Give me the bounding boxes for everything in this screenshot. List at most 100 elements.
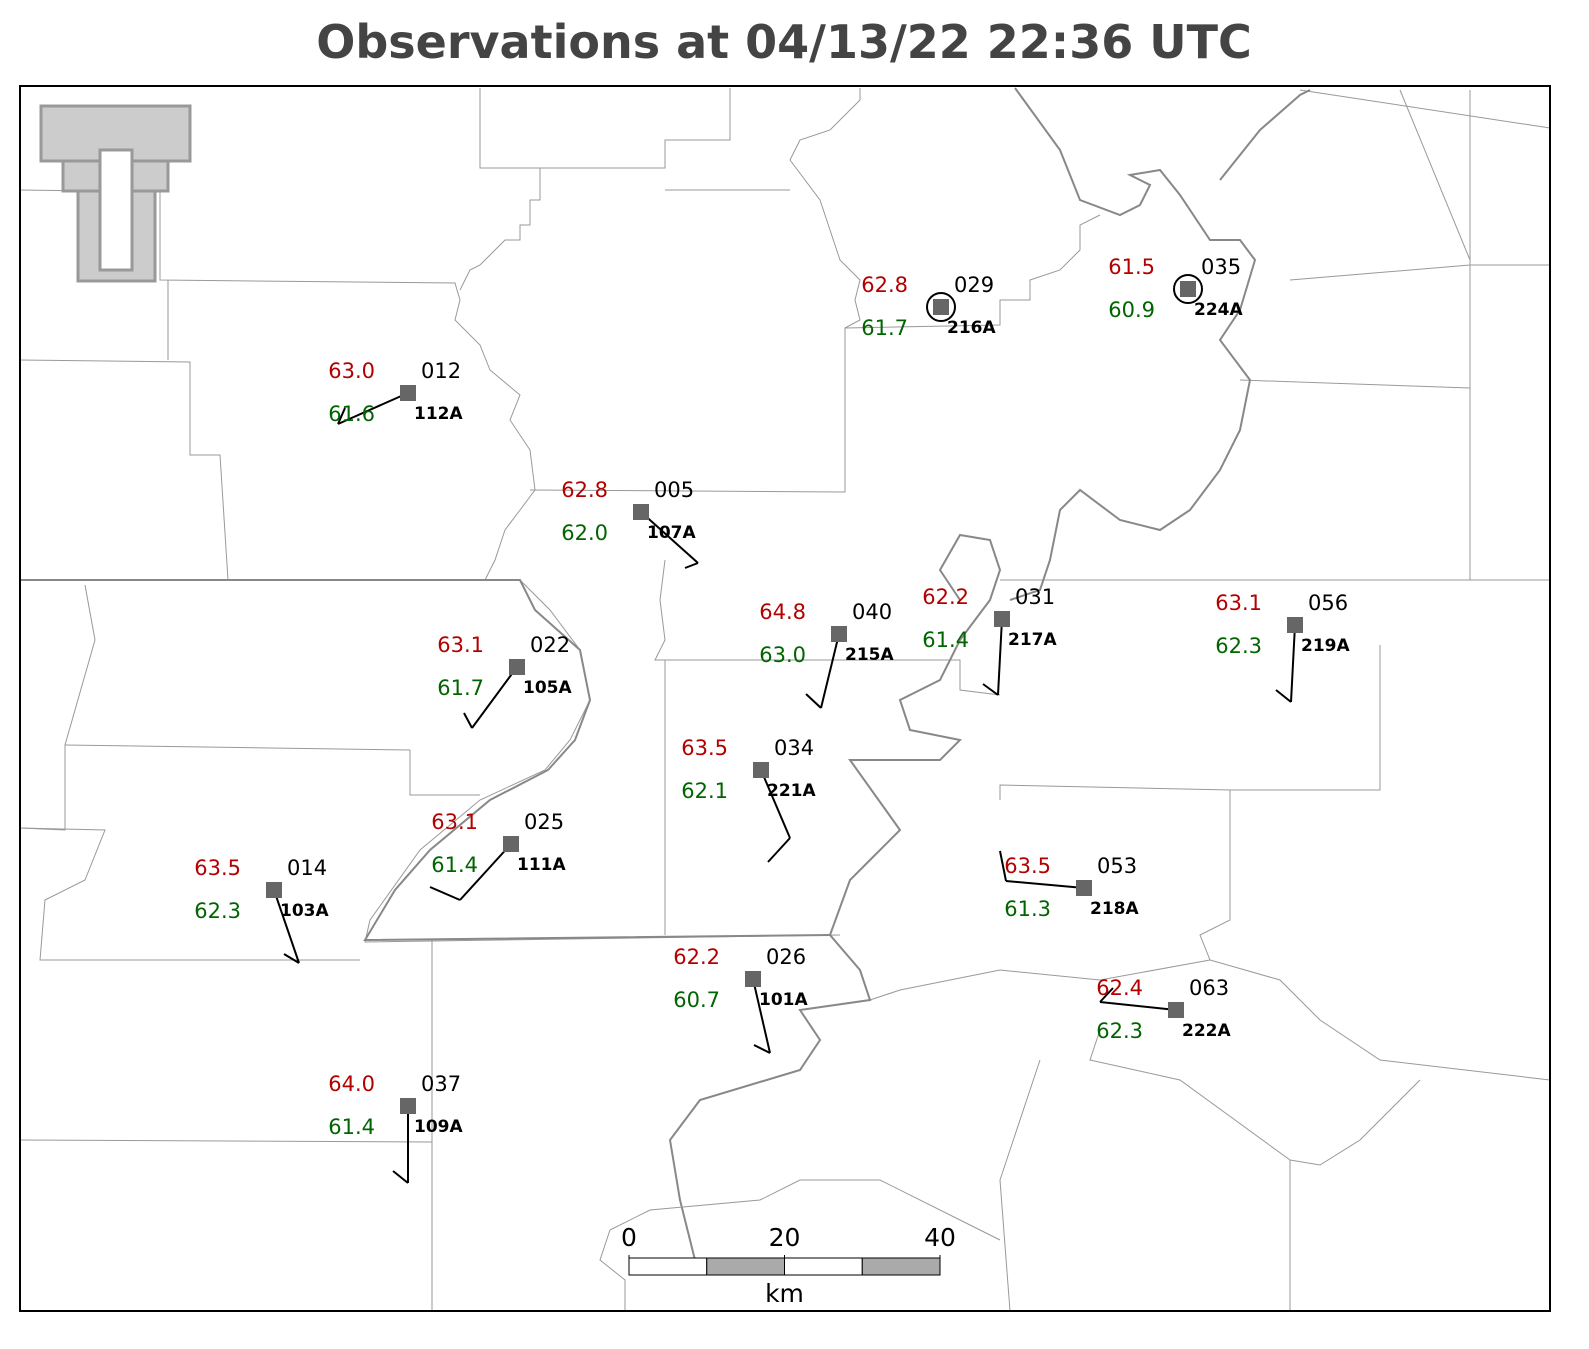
- wind-barb-tick: [392, 1170, 409, 1184]
- station-label: 105A: [523, 678, 572, 698]
- wind-barb: [752, 978, 771, 1054]
- scale-segment: [706, 1257, 785, 1276]
- station-label: 111A: [517, 855, 566, 875]
- wind-barb: [471, 666, 518, 729]
- temperature: 63.5: [1004, 854, 1051, 878]
- station-marker: [1287, 617, 1303, 633]
- wind-barb-tick: [982, 683, 999, 696]
- wind-barb-tick: [684, 562, 699, 569]
- dewpoint: 62.0: [561, 521, 608, 545]
- station-marker: [633, 504, 649, 520]
- station-marker: [1076, 880, 1092, 896]
- dewpoint: 61.4: [328, 1115, 375, 1139]
- scale-tick-label: 0: [621, 1223, 637, 1252]
- temperature: 64.0: [328, 1072, 375, 1096]
- station-id: 031: [1015, 585, 1055, 609]
- temperature: 62.2: [922, 585, 969, 609]
- temperature: 62.8: [861, 273, 908, 297]
- station-id: 034: [774, 736, 814, 760]
- wind-barb: [1290, 624, 1296, 703]
- wind-barb: [1005, 880, 1085, 889]
- station-label: 222A: [1182, 1021, 1231, 1041]
- temperature: 63.1: [431, 810, 478, 834]
- wind-barb: [337, 392, 409, 425]
- dewpoint: 61.3: [1004, 897, 1051, 921]
- wind-barb: [640, 511, 699, 564]
- station-id: 025: [524, 810, 564, 834]
- dewpoint: 61.6: [328, 402, 375, 426]
- wind-barb: [820, 633, 840, 709]
- temperature: 62.4: [1096, 976, 1143, 1000]
- scale-tick-label: 20: [769, 1223, 801, 1252]
- station: 63.5 014 62.3 103A: [194, 856, 329, 964]
- station-marker: [753, 762, 769, 778]
- temperature: 63.0: [328, 359, 375, 383]
- station-id: 022: [530, 633, 570, 657]
- wind-barb-tick: [1099, 987, 1114, 1003]
- station-id: 053: [1097, 854, 1137, 878]
- wind-barb-tick: [1275, 689, 1292, 703]
- scale-unit: km: [765, 1279, 804, 1308]
- station-marker: [1180, 281, 1196, 297]
- dewpoint: 61.4: [922, 628, 969, 652]
- station-marker: [994, 611, 1010, 627]
- temperature: 63.1: [1215, 591, 1262, 615]
- dewpoint: 60.9: [1108, 298, 1155, 322]
- temperature: 63.5: [681, 736, 728, 760]
- station: 64.0 037 61.4 109A: [328, 1072, 463, 1184]
- station-label: 215A: [845, 645, 894, 665]
- station-id: 037: [421, 1072, 461, 1096]
- station: 64.8 040 63.0 215A: [759, 600, 894, 709]
- station-label: 112A: [414, 404, 463, 424]
- station-id: 029: [954, 273, 994, 297]
- logo: [39, 104, 192, 283]
- dewpoint: 61.4: [431, 853, 478, 877]
- calm-circle: [1173, 274, 1203, 304]
- station-id: 035: [1201, 255, 1241, 279]
- station-label: 107A: [647, 523, 696, 543]
- dewpoint: 63.0: [759, 643, 806, 667]
- station: 62.8 029 61.7 216A: [861, 273, 996, 340]
- station-id: 063: [1189, 976, 1229, 1000]
- station-marker: [745, 971, 761, 987]
- temperature: 62.2: [673, 945, 720, 969]
- wind-barb-tick: [805, 693, 822, 709]
- station-label: 217A: [1008, 630, 1057, 650]
- station-id: 056: [1308, 591, 1348, 615]
- dewpoint: 61.7: [861, 316, 908, 340]
- station: 62.4 063 62.3 222A: [1096, 976, 1231, 1043]
- wind-barb: [273, 889, 300, 964]
- station-marker: [831, 626, 847, 642]
- temperature: 63.1: [437, 633, 484, 657]
- dewpoint: 62.3: [194, 899, 241, 923]
- station-marker: [503, 836, 519, 852]
- scale-segment: [861, 1257, 941, 1276]
- station: 63.1 056 62.3 219A: [1215, 591, 1350, 703]
- station-marker: [933, 299, 949, 315]
- station-label: 219A: [1301, 636, 1350, 656]
- wind-barb-tick: [283, 953, 300, 964]
- station-id: 014: [287, 856, 327, 880]
- station-label: 109A: [414, 1117, 463, 1137]
- station: 63.1 022 61.7 105A: [437, 633, 572, 729]
- map-title: Observations at 04/13/22 22:36 UTC: [316, 15, 1251, 69]
- boundaries: [19, 87, 1551, 1312]
- station-label: 101A: [759, 990, 808, 1010]
- stations: 63.0 012 61.6 112A 62.8 005 62.0 107A 62.8 029 61.…: [194, 255, 1350, 1184]
- station: 63.1 025 61.4 111A: [429, 810, 566, 901]
- wind-barb: [459, 843, 512, 901]
- dewpoint: 60.7: [673, 988, 720, 1012]
- dewpoint: 62.1: [681, 779, 728, 803]
- wind-barb: [997, 618, 1003, 696]
- station-id: 026: [766, 945, 806, 969]
- station-id: 040: [852, 600, 892, 624]
- temperature: 64.8: [759, 600, 806, 624]
- station: 62.2 026 60.7 101A: [673, 945, 808, 1054]
- scale-bar: 0 20 40 km: [621, 1223, 956, 1308]
- wind-barb-tick: [999, 850, 1007, 882]
- wind-barb-tick: [753, 1044, 771, 1054]
- map-frame: [19, 85, 1551, 1312]
- station-marker: [1168, 1002, 1184, 1018]
- station-label: 221A: [767, 781, 816, 801]
